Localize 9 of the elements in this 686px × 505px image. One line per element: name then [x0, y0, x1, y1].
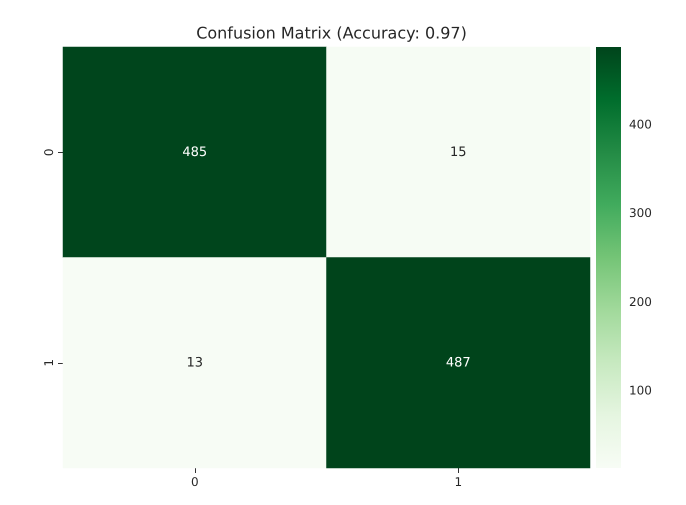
data-label: 487	[446, 355, 471, 370]
color-bar-label: 400	[629, 117, 652, 132]
data-label: 15	[450, 144, 467, 160]
chart-title: Confusion Matrix (Accuracy: 0.97)	[196, 24, 467, 42]
color-bar-label: 100	[629, 384, 652, 398]
data-label: 13	[186, 355, 204, 370]
color-bar-label: 200	[629, 294, 652, 309]
data-label: 485	[182, 144, 208, 160]
color-bar-label: 300	[629, 206, 652, 220]
